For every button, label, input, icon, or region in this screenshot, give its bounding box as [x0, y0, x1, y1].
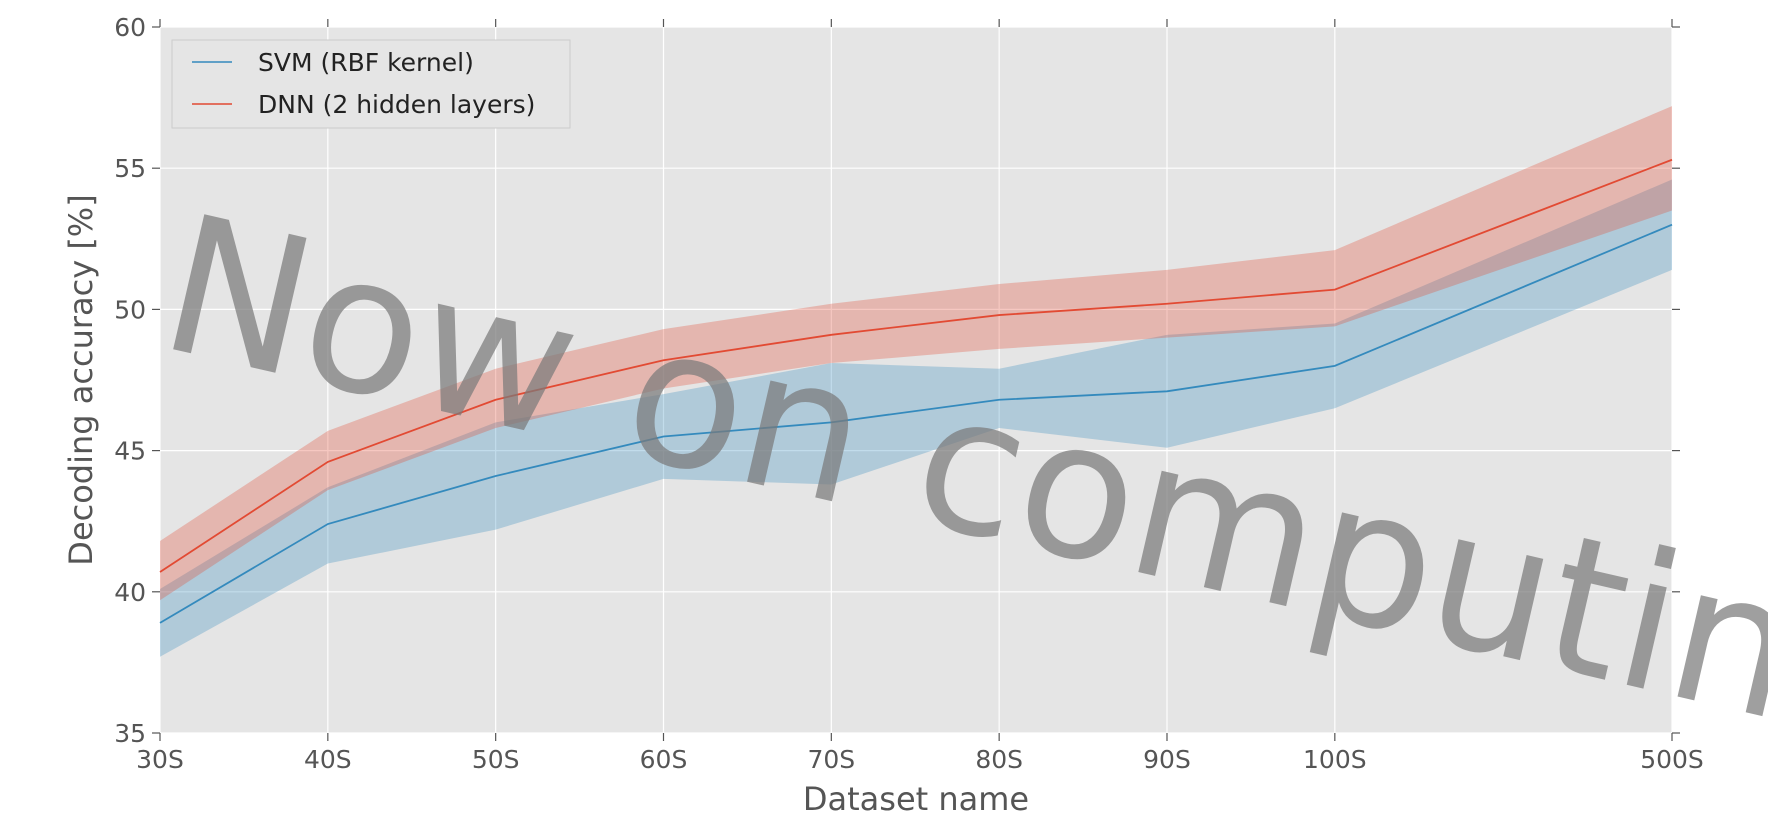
y-tick-label-50: 50 — [114, 295, 146, 324]
y-tick-label-40: 40 — [114, 578, 146, 607]
legend-label-dnn: DNN (2 hidden layers) — [258, 90, 535, 119]
x-axis-title: Dataset name — [803, 780, 1029, 818]
plot-background — [160, 27, 1672, 733]
y-tick-label-45: 45 — [114, 437, 146, 466]
y-tick-label-35: 35 — [114, 719, 146, 748]
grid-lines — [159, 26, 1673, 734]
x-tick-label-30S: 30S — [136, 745, 184, 774]
band-svm — [160, 179, 1672, 657]
x-tick-label-40S: 40S — [304, 745, 352, 774]
x-tick-label-500S: 500S — [1640, 745, 1704, 774]
x-tick-label-100S: 100S — [1303, 745, 1367, 774]
x-tick-label-90S: 90S — [1143, 745, 1191, 774]
y-tick-label-60: 60 — [114, 13, 146, 42]
x-tick-label-50S: 50S — [472, 745, 520, 774]
x-tick-label-60S: 60S — [640, 745, 688, 774]
tick-labels: 30S 40S 50S 60S 70S 80S 90S 100S 500S 35 40 45 50 55 6… — [114, 13, 1704, 774]
x-tick-label-70S: 70S — [807, 745, 855, 774]
legend-box — [171, 39, 571, 129]
band-dnn — [160, 106, 1672, 601]
y-tick-label-55: 55 — [114, 154, 146, 183]
legend: SVM (RBF kernel) DNN (2 hidden layers) — [171, 39, 571, 129]
confidence-bands — [160, 106, 1672, 657]
axis-ticks — [152, 19, 1680, 741]
x-tick-label-80S: 80S — [975, 745, 1023, 774]
y-axis-title: Decoding accuracy [%] — [62, 194, 100, 565]
series-lines — [159, 158, 1673, 624]
legend-label-svm: SVM (RBF kernel) — [258, 48, 474, 77]
